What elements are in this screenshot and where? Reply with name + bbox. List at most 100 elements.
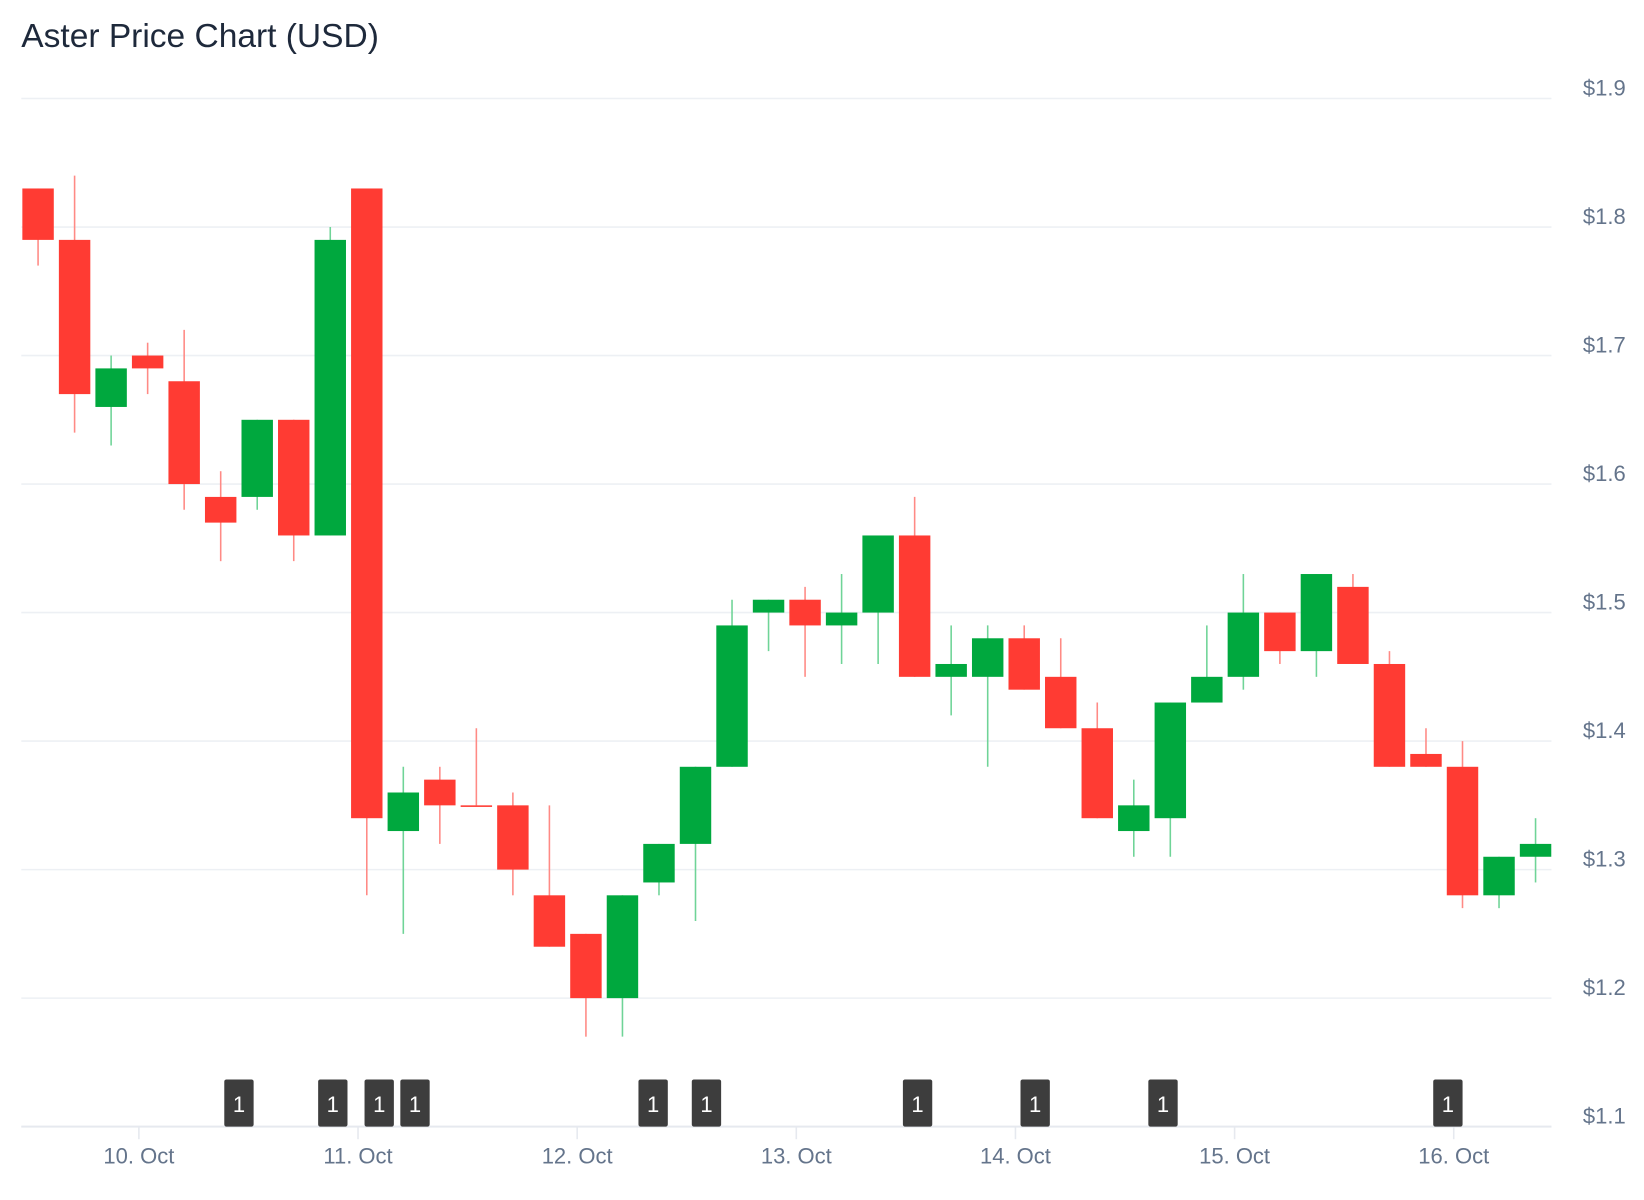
candle-up: [1300, 574, 1333, 677]
candle-down: [1264, 612, 1296, 664]
candle-up: [862, 535, 894, 664]
candle-up: [752, 599, 785, 652]
candle-down: [278, 419, 310, 562]
candle-body: [1410, 753, 1442, 767]
candle-up: [935, 625, 967, 716]
candle-body: [460, 805, 493, 807]
candle-body: [424, 779, 456, 806]
candle-down: [533, 805, 566, 947]
candle-up: [314, 227, 346, 536]
event-flag-label: 1: [647, 1092, 659, 1117]
candle-body: [22, 188, 54, 240]
event-flag: 1: [1433, 1079, 1463, 1127]
candle-up: [643, 843, 675, 896]
candle-down: [1446, 741, 1479, 909]
candle-down: [131, 342, 164, 395]
candle-down: [1373, 651, 1406, 767]
candle-up: [716, 599, 748, 767]
candle-body: [1373, 663, 1406, 767]
event-flag-label: 1: [911, 1092, 923, 1117]
candle-down: [1410, 728, 1442, 767]
candle-down: [168, 329, 200, 510]
candle-down: [1045, 638, 1077, 729]
event-flag-label: 1: [700, 1092, 712, 1117]
candle-down: [460, 728, 493, 807]
grid-lines: [21, 97, 1552, 1128]
candle-up: [1483, 856, 1515, 909]
candle-body: [570, 933, 602, 999]
candle-body: [1118, 805, 1150, 832]
x-tick-label: 11. Oct: [323, 1143, 392, 1168]
candle-up: [1227, 574, 1260, 690]
y-tick-label: $1.6: [1583, 461, 1626, 486]
event-flag: 1: [224, 1079, 254, 1127]
event-flag-label: 1: [1157, 1092, 1169, 1117]
candle-body: [1154, 702, 1187, 819]
candle-down: [22, 188, 54, 266]
candle-body: [1008, 638, 1040, 690]
candle-down: [898, 496, 931, 677]
candle-body: [1081, 728, 1113, 819]
candle-down: [351, 188, 383, 896]
x-tick-label: 12. Oct: [542, 1143, 613, 1168]
event-flag: 1: [638, 1079, 668, 1127]
chart-title: Aster Price Chart (USD): [21, 18, 379, 55]
candle-body: [241, 419, 273, 497]
event-flag-label: 1: [1029, 1092, 1041, 1117]
candle-body: [204, 496, 237, 523]
event-flag: 1: [364, 1079, 394, 1127]
x-tick-label: 10. Oct: [103, 1143, 174, 1168]
candle-body: [314, 239, 346, 536]
candle-body: [606, 895, 639, 999]
candle-body: [971, 638, 1004, 677]
candle-body: [1191, 676, 1223, 703]
candle-body: [533, 895, 566, 947]
event-flag-label: 1: [327, 1092, 339, 1117]
event-flag-label: 1: [233, 1092, 245, 1117]
y-axis: $1.9 $1.8 $1.7 $1.6 $1.5 $1.4 $1.3 $1.2 $1.1: [1583, 75, 1626, 1128]
candles: [22, 175, 1552, 1037]
candle-body: [716, 625, 748, 767]
candle-down: [58, 175, 91, 433]
event-flag-box: [691, 1079, 722, 1127]
candle-body: [168, 381, 200, 485]
candle-body: [643, 843, 675, 883]
event-flag: 1: [902, 1079, 933, 1127]
y-tick-label: $1.9: [1583, 75, 1626, 100]
event-flag: 1: [400, 1079, 430, 1127]
event-flag-box: [902, 1079, 933, 1127]
candle-body: [1045, 676, 1077, 729]
y-tick-label: $1.4: [1583, 718, 1626, 743]
candle-body: [825, 612, 858, 626]
candle-body: [131, 355, 164, 369]
candle-body: [789, 599, 821, 626]
candle-up: [95, 355, 127, 446]
candle-up: [1191, 625, 1223, 703]
event-flag: 1: [318, 1079, 348, 1127]
candle-down: [789, 586, 821, 677]
candle-down: [1008, 625, 1040, 690]
candle-body: [862, 535, 894, 613]
candle-up: [387, 766, 420, 934]
event-flag: 1: [691, 1079, 722, 1127]
event-flag-label: 1: [1442, 1092, 1454, 1117]
candle-body: [387, 792, 420, 832]
event-flag-box: [638, 1079, 668, 1127]
event-flag: 1: [1020, 1079, 1050, 1127]
candle-down: [424, 766, 456, 844]
candle-down: [1081, 702, 1113, 819]
x-axis: 10. Oct 11. Oct 12. Oct 13. Oct 14. Oct 15. O…: [103, 1126, 1489, 1168]
candle-up: [1519, 818, 1552, 883]
candle-up: [825, 574, 858, 664]
candle-body: [58, 239, 91, 395]
event-flag: 1: [1148, 1079, 1178, 1127]
candle-body: [1519, 843, 1552, 857]
event-flag-box: [364, 1079, 394, 1127]
event-flag-box: [318, 1079, 348, 1127]
event-flag-box: [400, 1079, 430, 1127]
candle-body: [497, 805, 529, 870]
candle-body: [898, 535, 931, 677]
candle-down: [1337, 574, 1369, 664]
